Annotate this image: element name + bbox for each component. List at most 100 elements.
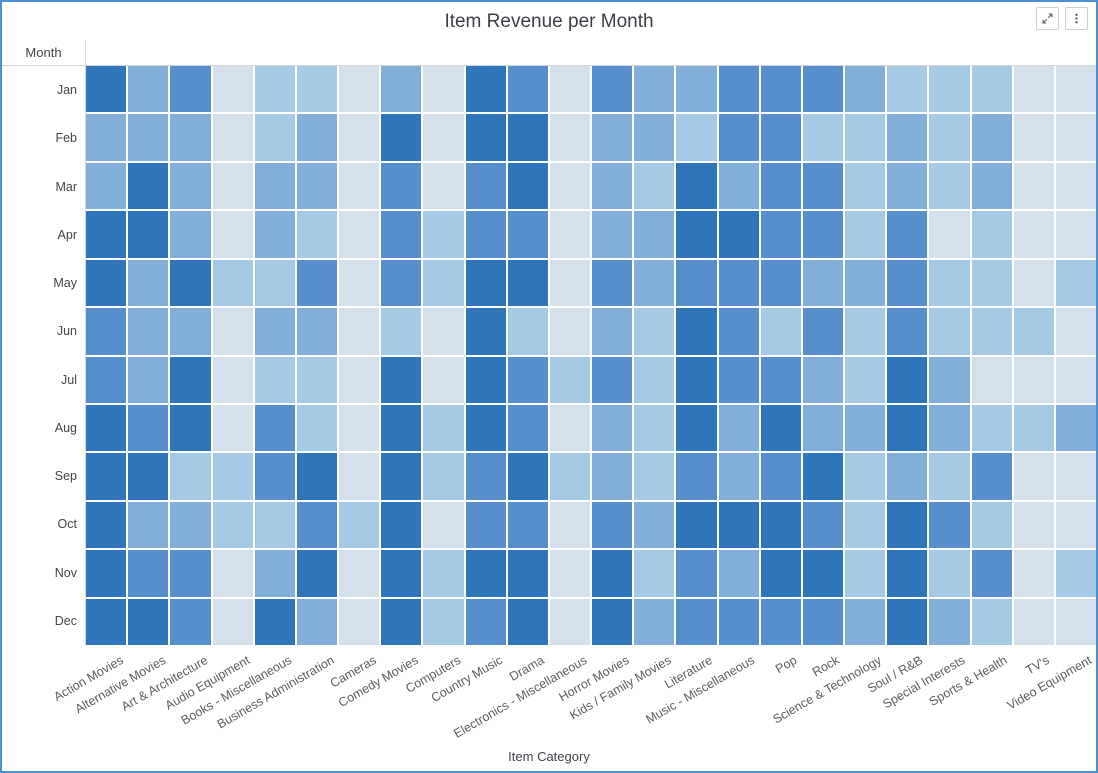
heatmap-cell[interactable] (212, 404, 253, 452)
heatmap-cell[interactable] (507, 162, 548, 210)
heatmap-cell[interactable] (170, 550, 211, 597)
heatmap-cell[interactable] (1013, 259, 1054, 307)
heatmap-cell[interactable] (507, 114, 548, 161)
heatmap-cell[interactable] (381, 598, 422, 645)
heatmap-cell[interactable] (845, 356, 886, 403)
heatmap-cell[interactable] (549, 598, 590, 645)
heatmap-cell[interactable] (549, 66, 590, 113)
heatmap-cell[interactable] (845, 211, 886, 258)
heatmap-cell[interactable] (212, 211, 253, 258)
heatmap-cell[interactable] (887, 453, 928, 500)
heatmap-cell[interactable] (1055, 501, 1096, 549)
heatmap-cell[interactable] (1013, 453, 1054, 500)
heatmap-cell[interactable] (254, 66, 295, 113)
heatmap-cell[interactable] (1013, 356, 1054, 403)
heatmap-cell[interactable] (423, 259, 464, 307)
heatmap-cell[interactable] (1013, 211, 1054, 258)
heatmap-cell[interactable] (465, 259, 506, 307)
heatmap-cell[interactable] (296, 453, 337, 500)
heatmap-cell[interactable] (170, 356, 211, 403)
heatmap-cell[interactable] (381, 453, 422, 500)
heatmap-cell[interactable] (802, 308, 843, 355)
heatmap-cell[interactable] (212, 356, 253, 403)
heatmap-cell[interactable] (592, 550, 633, 597)
heatmap-cell[interactable] (634, 162, 675, 210)
heatmap-cell[interactable] (212, 550, 253, 597)
heatmap-cell[interactable] (634, 550, 675, 597)
heatmap-cell[interactable] (845, 308, 886, 355)
heatmap-cell[interactable] (929, 162, 970, 210)
heatmap-cell[interactable] (887, 501, 928, 549)
heatmap-cell[interactable] (1055, 404, 1096, 452)
heatmap-cell[interactable] (507, 404, 548, 452)
heatmap-cell[interactable] (423, 66, 464, 113)
heatmap-cell[interactable] (634, 308, 675, 355)
heatmap-cell[interactable] (296, 550, 337, 597)
heatmap-cell[interactable] (128, 211, 169, 258)
heatmap-cell[interactable] (592, 501, 633, 549)
heatmap-cell[interactable] (676, 404, 717, 452)
heatmap-cell[interactable] (381, 162, 422, 210)
heatmap-cell[interactable] (423, 114, 464, 161)
heatmap-cell[interactable] (254, 211, 295, 258)
heatmap-cell[interactable] (128, 162, 169, 210)
heatmap-cell[interactable] (423, 453, 464, 500)
heatmap-cell[interactable] (128, 598, 169, 645)
heatmap-cell[interactable] (128, 501, 169, 549)
heatmap-cell[interactable] (507, 501, 548, 549)
heatmap-cell[interactable] (634, 404, 675, 452)
heatmap-cell[interactable] (929, 259, 970, 307)
heatmap-cell[interactable] (465, 598, 506, 645)
heatmap-cell[interactable] (676, 259, 717, 307)
heatmap-cell[interactable] (592, 453, 633, 500)
heatmap-cell[interactable] (507, 211, 548, 258)
heatmap-cell[interactable] (296, 356, 337, 403)
heatmap-cell[interactable] (423, 211, 464, 258)
heatmap-cell[interactable] (86, 308, 127, 355)
heatmap-cell[interactable] (929, 598, 970, 645)
heatmap-cell[interactable] (971, 211, 1012, 258)
heatmap-cell[interactable] (423, 308, 464, 355)
heatmap-cell[interactable] (802, 404, 843, 452)
heatmap-cell[interactable] (929, 404, 970, 452)
heatmap-cell[interactable] (128, 404, 169, 452)
heatmap-cell[interactable] (170, 114, 211, 161)
heatmap-cell[interactable] (170, 211, 211, 258)
heatmap-cell[interactable] (971, 598, 1012, 645)
heatmap-cell[interactable] (86, 356, 127, 403)
heatmap-cell[interactable] (254, 598, 295, 645)
heatmap-cell[interactable] (676, 356, 717, 403)
heatmap-cell[interactable] (887, 114, 928, 161)
heatmap-cell[interactable] (760, 453, 801, 500)
heatmap-cell[interactable] (971, 501, 1012, 549)
heatmap-cell[interactable] (296, 308, 337, 355)
heatmap-cell[interactable] (971, 114, 1012, 161)
heatmap-cell[interactable] (86, 114, 127, 161)
heatmap-cell[interactable] (1055, 308, 1096, 355)
heatmap-cell[interactable] (1013, 598, 1054, 645)
heatmap-cell[interactable] (718, 211, 759, 258)
heatmap-cell[interactable] (212, 66, 253, 113)
heatmap-cell[interactable] (296, 259, 337, 307)
heatmap-cell[interactable] (86, 162, 127, 210)
heatmap-cell[interactable] (507, 66, 548, 113)
heatmap-cell[interactable] (971, 550, 1012, 597)
heatmap-cell[interactable] (802, 550, 843, 597)
heatmap-cell[interactable] (845, 162, 886, 210)
heatmap-cell[interactable] (929, 501, 970, 549)
heatmap-cell[interactable] (592, 259, 633, 307)
heatmap-cell[interactable] (887, 598, 928, 645)
heatmap-cell[interactable] (1013, 66, 1054, 113)
heatmap-cell[interactable] (465, 356, 506, 403)
heatmap-cell[interactable] (676, 308, 717, 355)
heatmap-cell[interactable] (887, 308, 928, 355)
heatmap-cell[interactable] (845, 550, 886, 597)
heatmap-cell[interactable] (592, 162, 633, 210)
heatmap-cell[interactable] (1055, 211, 1096, 258)
heatmap-cell[interactable] (1055, 66, 1096, 113)
heatmap-cell[interactable] (802, 259, 843, 307)
heatmap-cell[interactable] (887, 550, 928, 597)
heatmap-cell[interactable] (760, 404, 801, 452)
heatmap-cell[interactable] (718, 162, 759, 210)
heatmap-cell[interactable] (381, 501, 422, 549)
